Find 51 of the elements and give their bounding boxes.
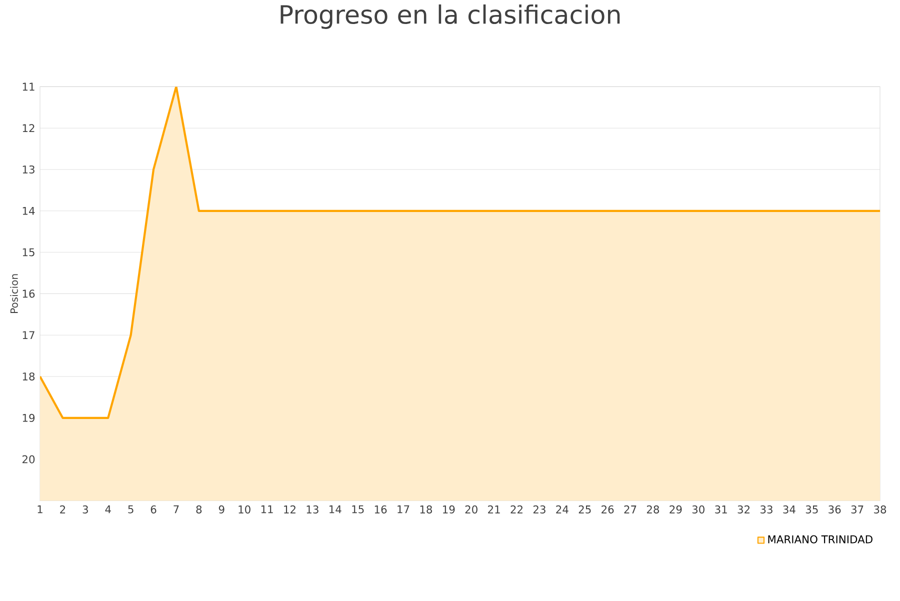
x-tick-label: 21 (488, 506, 500, 514)
x-tick-label: 32 (738, 506, 750, 514)
x-tick-label: 22 (510, 506, 522, 514)
x-tick-label: 17 (398, 506, 410, 514)
x-tick-label: 19 (443, 506, 455, 514)
x-tick-label: 4 (105, 506, 111, 514)
y-axis-title: Posicion (10, 274, 18, 314)
x-tick-label: 26 (602, 506, 614, 514)
x-tick-label: 27 (624, 506, 636, 514)
x-tick-label: 31 (715, 506, 727, 514)
x-tick-label: 11 (261, 506, 273, 514)
x-tick-label: 8 (196, 506, 202, 514)
x-tick-label: 16 (374, 506, 387, 514)
x-tick-label: 2 (60, 506, 66, 514)
x-tick-label: 6 (150, 506, 156, 514)
x-tick-label: 23 (533, 506, 546, 514)
y-tick-label: 18 (22, 372, 35, 381)
x-tick-label: 7 (174, 506, 179, 514)
x-tick-label: 37 (851, 506, 864, 514)
y-tick-label: 20 (22, 455, 35, 464)
x-tick-label: 33 (760, 506, 772, 514)
x-tick-label: 15 (352, 506, 364, 514)
x-tick-label: 38 (874, 506, 886, 514)
y-tick-label: 17 (22, 331, 34, 340)
x-tick-label: 12 (284, 506, 296, 514)
x-tick-label: 36 (828, 506, 841, 514)
y-tick-label: 16 (22, 290, 35, 298)
x-tick-label: 29 (670, 506, 682, 514)
chart-title: Progreso en la clasificacion (280, 4, 620, 30)
y-tick-label: 14 (22, 207, 35, 215)
x-tick-label: 25 (578, 506, 591, 514)
x-tick-label: 14 (330, 506, 342, 514)
x-tick-label: 13 (306, 506, 318, 514)
y-tick-label: 13 (22, 166, 34, 174)
y-tick-label: 19 (22, 414, 35, 422)
x-tick-label: 20 (465, 506, 478, 514)
x-tick-label: 24 (556, 506, 568, 514)
x-tick-label: 18 (420, 506, 432, 514)
x-tick-label: 9 (218, 506, 224, 514)
x-tick-label: 35 (806, 506, 818, 514)
y-tick-label: 12 (22, 124, 34, 132)
x-tick-label: 34 (783, 506, 796, 514)
y-tick-label: 15 (22, 248, 34, 256)
x-tick-label: 3 (82, 506, 88, 514)
x-tick-label: 10 (238, 506, 250, 514)
x-tick-label: 28 (646, 506, 660, 514)
x-tick-label: 30 (692, 506, 704, 514)
y-tick-label: 11 (22, 82, 34, 91)
x-tick-label: 1 (38, 506, 42, 514)
x-tick-label: 5 (128, 506, 134, 514)
legend-label: MARIANO TRINIDAD (768, 535, 872, 544)
